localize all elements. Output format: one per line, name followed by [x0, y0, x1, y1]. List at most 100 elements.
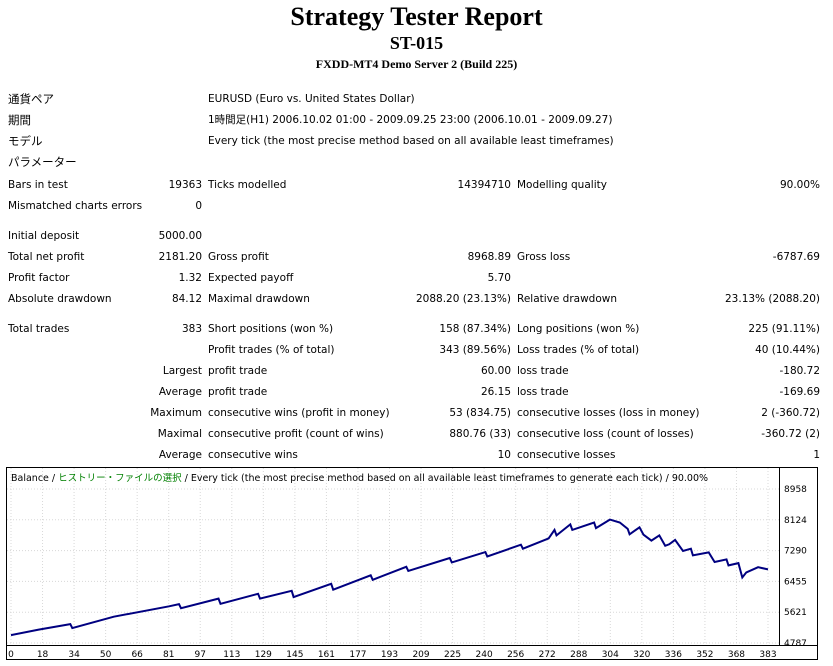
y-tick-label: 6455 [784, 577, 807, 587]
x-tick-label: 145 [286, 650, 303, 660]
y-tick-label: 7290 [784, 547, 807, 557]
balance-chart: Balance / ヒストリー・ファイルの選択 / Every tick (th… [6, 467, 818, 660]
average-profit-trade-value: 26.15 [480, 386, 511, 398]
max-consecutive-wins-label: consecutive wins (profit in money) [208, 407, 390, 419]
average-label: Average [158, 386, 202, 398]
profit-factor-value: 1.32 [178, 272, 202, 284]
gross-profit-label: Gross profit [208, 251, 269, 263]
profit-trades-value: 343 (89.56%) [439, 344, 511, 356]
maximal-consecutive-loss-value: -360.72 (2) [761, 428, 820, 440]
maximal-consecutive-loss-label: consecutive loss (count of losses) [517, 428, 694, 440]
expected-payoff-value: 5.70 [487, 272, 511, 284]
balance-line [10, 518, 769, 637]
avg-consecutive-wins-value: 10 [497, 449, 511, 461]
total-trades-label: Total trades [8, 323, 70, 335]
x-tick-label: 288 [570, 650, 587, 660]
relative-drawdown-value: 23.13% (2088.20) [725, 293, 820, 305]
x-tick-label: 113 [223, 650, 240, 660]
avg-consecutive-wins-label: consecutive wins [208, 449, 298, 461]
relative-drawdown-label: Relative drawdown [517, 293, 618, 305]
average-loss-trade-value: -169.69 [779, 386, 820, 398]
y-tick-label: 8124 [784, 516, 807, 526]
x-tick-label: 97 [195, 650, 206, 660]
bars-label: Bars in test [8, 179, 68, 191]
short-positions-label: Short positions (won %) [208, 323, 334, 335]
deposit-value: 5000.00 [158, 230, 202, 242]
mismatch-value: 0 [195, 200, 202, 212]
absolute-drawdown-label: Absolute drawdown [8, 293, 112, 305]
x-tick-label: 193 [381, 650, 398, 660]
net-profit-label: Total net profit [8, 251, 85, 263]
x-tick-label: 50 [100, 650, 112, 660]
report-subtitle: ST-015 [389, 33, 444, 53]
gross-loss-label: Gross loss [517, 251, 571, 263]
legend-sep-3: / [663, 473, 672, 484]
maximal-consecutive-profit-label: consecutive profit (count of wins) [208, 428, 384, 440]
loss-trades-label: Loss trades (% of total) [517, 344, 640, 356]
x-tick-label: 368 [728, 650, 745, 660]
y-tick-label: 5621 [784, 608, 807, 618]
x-tick-label: 209 [412, 650, 429, 660]
absolute-drawdown-value: 84.12 [171, 293, 202, 305]
x-tick-label: 225 [444, 650, 461, 660]
max-consecutive-losses-label: consecutive losses (loss in money) [517, 407, 700, 419]
ticks-value: 14394710 [457, 179, 511, 191]
chart-grid [7, 468, 779, 645]
x-tick-label: 34 [68, 650, 80, 660]
long-positions-label: Long positions (won %) [517, 323, 640, 335]
legend-quality: 90.00% [672, 473, 708, 484]
x-tick-label: 383 [759, 650, 776, 660]
bars-value: 19363 [168, 179, 202, 191]
largest-loss-trade-value: -180.72 [779, 365, 820, 377]
quality-label: Modelling quality [517, 179, 607, 191]
maximal-drawdown-value: 2088.20 (23.13%) [416, 293, 511, 305]
legend-sep-2: / [182, 473, 191, 484]
gross-profit-value: 8968.89 [467, 251, 511, 263]
x-tick-label: 66 [131, 650, 143, 660]
short-positions-value: 158 (87.34%) [439, 323, 511, 335]
long-positions-value: 225 (91.11%) [748, 323, 820, 335]
largest-loss-trade-label: loss trade [517, 365, 569, 377]
report-title: Strategy Tester Report [290, 2, 543, 31]
period-value: 1時間足(H1) 2006.10.02 01:00 - 2009.09.25 2… [208, 114, 613, 126]
largest-profit-trade-value: 60.00 [480, 365, 511, 377]
legend-balance: Balance [11, 473, 49, 484]
legend-model: Every tick (the most precise method base… [191, 473, 663, 484]
y-tick-label: 8958 [784, 485, 807, 495]
max-consecutive-losses-value: 2 (-360.72) [761, 407, 820, 419]
x-tick-label: 352 [696, 650, 713, 660]
x-tick-label: 129 [255, 650, 272, 660]
avg-consecutive-losses-label: consecutive losses [517, 449, 616, 461]
largest-profit-trade-label: profit trade [208, 365, 268, 377]
legend-sep-1: / [49, 473, 58, 484]
period-label: 期間 [8, 113, 31, 127]
model-value: Every tick (the most precise method base… [208, 135, 614, 147]
net-profit-value: 2181.20 [158, 251, 202, 263]
total-trades-value: 383 [181, 323, 202, 335]
x-tick-labels: 0 18 34 50 66 81 97 113 129 145 161 177 193 209 225 240… [8, 650, 776, 660]
profit-factor-label: Profit factor [8, 272, 70, 284]
x-tick-label: 304 [602, 650, 619, 660]
expected-payoff-label: Expected payoff [208, 272, 294, 284]
profit-trades-label: Profit trades (% of total) [208, 344, 335, 356]
x-tick-label: 272 [539, 650, 556, 660]
y-tick-label: 4787 [784, 639, 807, 649]
x-tick-label: 240 [476, 650, 493, 660]
symbol-value: EURUSD (Euro vs. United States Dollar) [208, 93, 415, 105]
x-tick-label: 81 [163, 650, 174, 660]
x-tick-label: 256 [507, 650, 524, 660]
ticks-label: Ticks modelled [208, 179, 287, 191]
deposit-label: Initial deposit [8, 230, 80, 242]
chart-frame [6, 467, 818, 660]
maximal-drawdown-label: Maximal drawdown [208, 293, 310, 305]
params-label: パラメーター [8, 155, 77, 169]
average-profit-trade-label: profit trade [208, 386, 268, 398]
gross-loss-value: -6787.69 [772, 251, 820, 263]
x-tick-label: 336 [665, 650, 682, 660]
maximum-label: Maximum [150, 407, 202, 419]
symbol-label: 通貨ペア [8, 92, 54, 106]
model-label: モデル [8, 134, 43, 148]
average-consecutive-label: Average [158, 449, 202, 461]
x-tick-label: 0 [8, 650, 14, 660]
maximal-label: Maximal [157, 428, 202, 440]
